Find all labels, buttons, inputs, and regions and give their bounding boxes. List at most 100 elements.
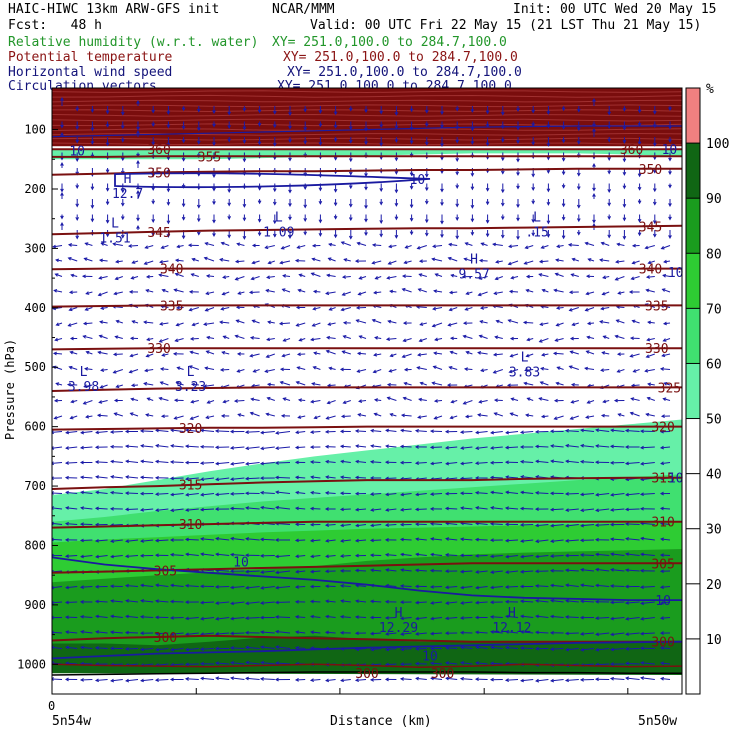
vector-head [432, 244, 436, 249]
vector-arrow [252, 369, 260, 373]
vector-arrow [617, 291, 625, 295]
vector-head [356, 241, 361, 246]
vector-head [622, 107, 627, 112]
vector-head [595, 552, 600, 557]
vector-arrow [313, 415, 321, 420]
vector-head [540, 366, 545, 371]
vector-head [65, 446, 70, 450]
vector-arrow [446, 383, 458, 387]
vector-arrow [490, 630, 503, 634]
vector-shaft [390, 353, 397, 357]
vector-shaft [495, 336, 503, 339]
vector-arrow [259, 537, 275, 542]
vector-arrow [154, 492, 169, 497]
vector-arrow [222, 399, 230, 404]
vector-arrow [569, 350, 579, 355]
vector-head [585, 274, 590, 279]
vector-head [341, 292, 346, 296]
vector-shaft [585, 307, 595, 311]
vector-head [214, 492, 219, 497]
vector-shaft [465, 307, 473, 311]
vector-arrow [130, 275, 139, 280]
vector-head [609, 647, 614, 652]
vector-head [95, 630, 100, 634]
vector-shaft [460, 431, 473, 433]
vector-shaft [494, 291, 503, 295]
vector-arrow [170, 632, 184, 636]
vector-shaft [401, 632, 412, 635]
vector-head [629, 354, 634, 358]
vector-head [282, 274, 286, 278]
vector-head [249, 411, 254, 416]
vector-head [303, 127, 308, 131]
vector-shaft [95, 600, 108, 603]
vector-head [244, 630, 249, 635]
vector-arrow [659, 616, 671, 620]
colorbar-segment [686, 418, 700, 474]
vector-head [136, 126, 140, 131]
vector-head [409, 140, 414, 145]
vector-arrow [245, 506, 260, 510]
vector-arrow [459, 616, 473, 620]
vector-arrow [242, 214, 247, 222]
vector-head [184, 662, 189, 667]
vector-arrow [414, 661, 427, 666]
vector-head [90, 186, 95, 191]
vector-shaft [96, 491, 108, 494]
vector-head [429, 631, 434, 636]
vector-shaft [250, 337, 260, 339]
vector-head [219, 257, 224, 262]
vector-head [519, 445, 524, 449]
vector-head [431, 323, 436, 328]
vector-arrow [465, 291, 473, 295]
vector-arrow [662, 273, 671, 278]
vector-shaft [374, 413, 382, 417]
vector-arrow [538, 259, 549, 264]
vector-head [553, 416, 558, 420]
vector-arrow [90, 121, 95, 132]
vector-shaft [355, 476, 367, 479]
vector-head [60, 191, 64, 196]
vector-arrow [592, 214, 596, 224]
vector-shaft [461, 646, 473, 649]
vector-shaft [251, 398, 260, 401]
vector-arrow [325, 614, 336, 619]
vector-arrow [64, 538, 78, 542]
vector-arrow [333, 106, 338, 116]
vector-shaft [536, 555, 549, 558]
vector-arrow [184, 537, 199, 542]
vector-head [523, 381, 528, 386]
vector-head [379, 142, 384, 147]
vector-head [75, 139, 80, 144]
vector-arrow [342, 335, 351, 339]
vector-head [339, 569, 344, 573]
vector-shaft [481, 242, 488, 246]
vector-head [288, 189, 292, 194]
vector-head [659, 429, 664, 434]
vector-arrow [516, 137, 520, 145]
vector-arrow [580, 508, 595, 513]
vector-head [500, 216, 505, 221]
vector-head [389, 353, 394, 358]
vector-arrow [535, 614, 549, 619]
colorbar-label: 50 [706, 413, 722, 428]
vector-head [374, 336, 379, 340]
vector-shaft [445, 554, 458, 556]
vector-shaft [626, 538, 640, 541]
vector-head [357, 291, 362, 296]
vector-shaft [171, 493, 184, 496]
vector-shaft [234, 400, 245, 402]
vector-arrow [460, 506, 473, 511]
vector-head [356, 351, 361, 356]
vector-shaft [434, 352, 443, 355]
vector-shaft [101, 307, 108, 309]
vector-arrow [113, 398, 123, 403]
vector-arrow [227, 137, 232, 143]
vector-arrow [504, 645, 519, 650]
vector-arrow [622, 183, 627, 190]
vector-arrow [561, 137, 566, 144]
vector-head [215, 461, 220, 466]
vector-head [328, 307, 333, 311]
vector-shaft [461, 507, 473, 510]
vector-head [294, 258, 299, 263]
